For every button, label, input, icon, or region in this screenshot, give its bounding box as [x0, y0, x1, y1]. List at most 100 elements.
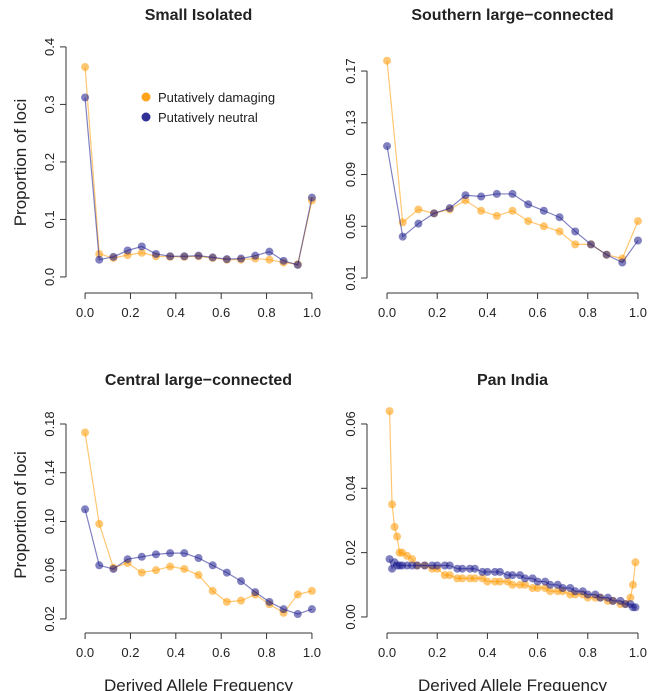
point [558, 584, 567, 593]
y-tick-label: 0.02 [42, 606, 57, 631]
point [222, 568, 231, 577]
x-axis-label: Derived Allele Frequency [104, 676, 293, 691]
point [123, 246, 132, 255]
point [458, 574, 467, 583]
point [571, 587, 580, 596]
point [383, 56, 392, 65]
point [95, 561, 104, 570]
point [631, 558, 640, 567]
point [414, 205, 423, 214]
point [293, 590, 302, 599]
point [555, 227, 564, 236]
y-tick-label: 0.4 [42, 38, 57, 56]
point [618, 258, 627, 267]
point [420, 561, 429, 570]
y-tick-label: 0.1 [42, 210, 57, 228]
x-tick-label: 0.4 [167, 645, 185, 660]
point [265, 247, 274, 256]
x-tick-label: 0.2 [121, 645, 139, 660]
point [533, 577, 542, 586]
point [390, 522, 399, 531]
point [495, 567, 504, 576]
point [470, 564, 479, 573]
point [307, 193, 316, 202]
x-tick-label: 0.8 [579, 645, 597, 660]
series-line [386, 60, 639, 260]
x-tick-label: 0.8 [258, 645, 276, 660]
point [626, 593, 635, 602]
x-tick-label: 0.4 [167, 305, 185, 320]
point [95, 255, 104, 264]
point [608, 596, 617, 605]
point [383, 142, 392, 151]
point [483, 577, 492, 586]
point [237, 254, 246, 263]
point [461, 191, 470, 200]
x-tick-label: 0.2 [121, 305, 139, 320]
point [237, 577, 246, 586]
y-tick-label: 0.02 [343, 540, 358, 565]
point [631, 603, 640, 612]
point [180, 252, 189, 261]
point [533, 584, 542, 593]
y-axis-label: Proportion of loci [11, 99, 30, 227]
legend-label: Putatively damaging [158, 90, 275, 105]
point [180, 564, 189, 573]
panel: Pan India 0.00 0.02 0.04 0.06 0.0 0.2 0.4 0.6 0.8… [343, 372, 647, 691]
point [166, 562, 175, 571]
panel-title: Southern large−connected [411, 7, 613, 24]
x-axis-label: Derived Allele Frequency [418, 676, 607, 691]
point [151, 550, 160, 559]
point [81, 63, 90, 72]
y-axis-label: Proportion of loci [11, 451, 30, 579]
point [596, 593, 605, 602]
y-tick-label: 0.2 [42, 153, 57, 171]
series-line [386, 145, 639, 264]
point [495, 577, 504, 586]
x-tick-label: 0.8 [579, 305, 597, 320]
point [586, 240, 595, 249]
point [524, 217, 533, 226]
panel-title: Pan India [477, 372, 548, 389]
panel: Southern large−connected 0.01 0.05 0.09 0.13… [343, 7, 647, 320]
point [492, 189, 501, 198]
x-tick-label: 0.4 [478, 305, 496, 320]
point [81, 428, 90, 437]
point [571, 240, 580, 249]
point [483, 567, 492, 576]
point [521, 580, 530, 589]
point [445, 571, 454, 580]
x-tick-label: 0.0 [378, 645, 396, 660]
y-tick-label: 0.10 [42, 509, 57, 534]
panel: Central large−connected 0.02 0.06 0.10 0.14 0… [11, 372, 321, 691]
point [208, 586, 217, 595]
point [194, 554, 203, 563]
y-tick-label: 0.00 [343, 604, 358, 629]
point [388, 500, 397, 509]
point [413, 561, 422, 570]
point [251, 251, 260, 260]
point [166, 252, 175, 261]
point [477, 192, 486, 201]
point [279, 605, 288, 614]
point [180, 549, 189, 558]
point [602, 250, 611, 259]
y-tick-label: 0.18 [42, 411, 57, 436]
x-tick-label: 0.2 [428, 645, 446, 660]
point [546, 587, 555, 596]
point [109, 252, 118, 261]
point [81, 505, 90, 514]
x-tick-label: 0.6 [212, 645, 230, 660]
point [279, 256, 288, 265]
y-tick-label: 0.14 [42, 460, 57, 485]
point [151, 566, 160, 575]
point [445, 561, 454, 570]
point [433, 561, 442, 570]
point [137, 248, 146, 257]
point [408, 555, 417, 564]
legend-marker [141, 112, 151, 122]
y-tick-label: 0.13 [343, 110, 358, 135]
point [293, 260, 302, 269]
point [307, 605, 316, 614]
point [194, 251, 203, 260]
